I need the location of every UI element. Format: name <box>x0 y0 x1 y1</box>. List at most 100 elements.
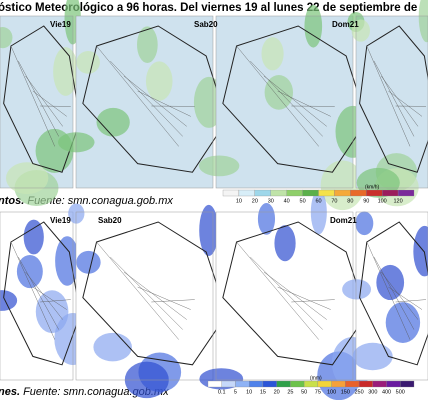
legend-swatch <box>262 380 277 388</box>
legend-tick: 50 <box>300 198 306 204</box>
legend-swatch <box>302 189 319 197</box>
state-border <box>222 25 368 173</box>
legend-tick: 25 <box>287 389 293 395</box>
panel-label: Vie19 <box>50 20 71 29</box>
legend-tick: 500 <box>396 389 405 395</box>
state-border <box>3 221 81 366</box>
state-border <box>82 25 228 173</box>
map-shade <box>57 132 95 153</box>
legend-tick: 10 <box>236 198 242 204</box>
map-shade <box>257 202 276 235</box>
legend-swatch <box>318 189 335 197</box>
map-shade <box>16 254 43 289</box>
state-border <box>359 25 428 173</box>
legend-swatch <box>207 380 222 388</box>
map-shade <box>199 204 219 256</box>
municipal-border <box>381 75 419 127</box>
map-shade <box>264 75 294 110</box>
legend-tick: 250 <box>354 389 363 395</box>
legend-swatch <box>345 380 360 388</box>
municipal-border <box>18 256 59 330</box>
legend-swatch <box>290 380 305 388</box>
legend-swatch <box>238 189 255 197</box>
legend-swatch <box>397 189 415 197</box>
legend-swatch <box>235 380 250 388</box>
legend-tick: 100 <box>378 198 387 204</box>
legend-tick: 80 <box>347 198 353 204</box>
legend-tick: 20 <box>274 389 280 395</box>
map-panel <box>342 211 428 381</box>
municipal-border <box>395 299 427 303</box>
legend-tick: 90 <box>363 198 369 204</box>
municipal-border <box>10 241 55 340</box>
municipal-border <box>40 299 71 303</box>
map-shade <box>198 155 240 177</box>
map-shade <box>0 27 13 49</box>
legend-tick: 10 <box>246 389 252 395</box>
legend-tick: 5 <box>234 389 237 395</box>
legend-tick: 15 <box>260 389 266 395</box>
municipal-border <box>32 90 67 117</box>
map-shade <box>55 236 80 286</box>
map-shade <box>304 4 323 48</box>
legend-unit: (mm) <box>310 375 322 381</box>
map-panel <box>0 211 92 381</box>
map-shade <box>355 211 374 236</box>
legend-tick: 150 <box>341 389 350 395</box>
map-shade <box>385 302 421 343</box>
legend-swatch <box>331 380 346 388</box>
municipal-border <box>263 271 327 320</box>
municipal-border <box>263 75 327 127</box>
municipal-border <box>381 271 419 320</box>
legend-swatch <box>249 380 264 388</box>
municipal-border <box>277 90 331 117</box>
legend-swatch <box>254 189 271 197</box>
municipal-border <box>123 75 187 127</box>
municipal-border <box>236 45 319 147</box>
municipal-border <box>110 60 183 137</box>
map-shade <box>76 50 100 74</box>
map-panel <box>347 0 428 207</box>
municipal-border <box>10 45 55 147</box>
map-shade <box>320 160 365 211</box>
legend-swatch <box>286 189 303 197</box>
municipal-border <box>123 271 187 320</box>
panel-label: Sab20 <box>194 20 218 29</box>
map-shade <box>68 203 85 224</box>
panel-frame <box>0 211 74 381</box>
municipal-border <box>366 45 411 147</box>
municipal-border <box>96 45 179 147</box>
panel-frame <box>75 211 214 381</box>
map-panel <box>0 0 81 206</box>
legend-swatch <box>270 189 287 197</box>
legend-swatch <box>317 380 332 388</box>
municipal-border <box>250 60 323 137</box>
map-shade <box>76 250 101 274</box>
legend-swatch <box>358 380 373 388</box>
legend-unit: (km/h) <box>365 184 380 190</box>
municipal-border <box>373 256 415 330</box>
map-shade <box>352 342 393 371</box>
legend-tick: 70 <box>331 198 337 204</box>
map-shade <box>23 219 44 255</box>
map-shade <box>5 162 49 195</box>
municipal-border <box>18 60 59 137</box>
legend-tick: 50 <box>301 389 307 395</box>
legend-swatch <box>350 189 367 197</box>
caption-source: Fuente: smn.conagua.gob.mx <box>27 195 173 207</box>
state-border <box>82 221 228 366</box>
panel-frame <box>75 15 214 189</box>
map-shade <box>413 225 428 277</box>
legend-swatch <box>382 189 399 197</box>
map-shade <box>93 332 132 362</box>
municipal-border <box>250 256 323 330</box>
legend-tick: 120 <box>393 198 402 204</box>
state-border <box>359 221 428 366</box>
legend-swatch <box>276 380 291 388</box>
legend-swatch <box>366 189 383 197</box>
municipal-border <box>388 90 423 117</box>
panel-label: Dom21 <box>332 20 359 29</box>
map-shade <box>274 225 296 262</box>
legend-swatch <box>386 380 401 388</box>
